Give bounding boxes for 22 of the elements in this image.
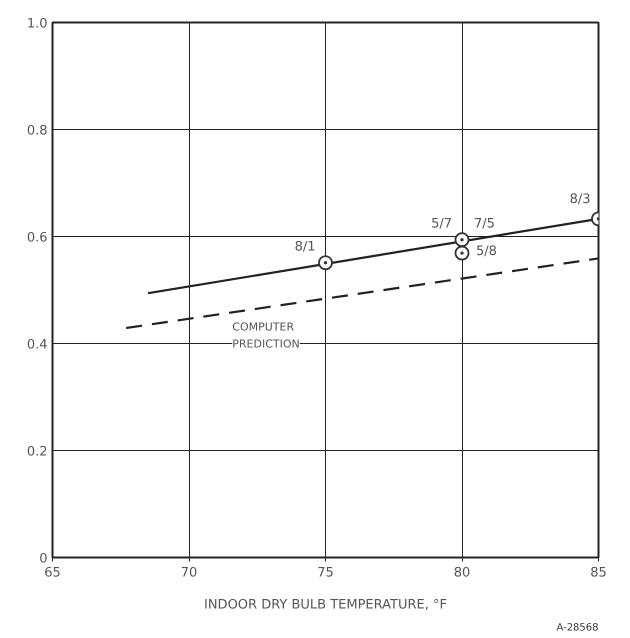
annotation: 5/7 bbox=[431, 216, 452, 232]
x-tick-label: 80 bbox=[454, 566, 470, 580]
annotation: 8/3 bbox=[570, 192, 590, 207]
annotation: 5/8 bbox=[476, 244, 497, 260]
x-tick-label: 85 bbox=[590, 566, 607, 580]
annotation: 7/5 bbox=[474, 216, 495, 232]
point bbox=[454, 246, 470, 260]
x-tick-label: 75 bbox=[317, 566, 334, 580]
x-tick-label: 65 bbox=[44, 566, 61, 580]
x-tick-label: 70 bbox=[180, 566, 198, 580]
series-label: COMPUTER PREDICTION bbox=[232, 320, 300, 350]
y-tick-label: 0.8 bbox=[26, 124, 48, 138]
y-tick-label: 0 bbox=[39, 552, 48, 566]
y-tick-label: 0.2 bbox=[26, 444, 48, 460]
point bbox=[454, 232, 470, 248]
y-tick-label: 1.0 bbox=[26, 16, 48, 32]
y-tick-label: 0.6 bbox=[26, 230, 48, 246]
point bbox=[318, 255, 333, 270]
annotation: 8/1 bbox=[294, 240, 316, 255]
text: A-28568 bbox=[556, 622, 599, 634]
y-tick-label: 0.4 bbox=[26, 338, 48, 352]
x-axis-title: INDOOR DRY BULB TEMPERATURE, °F bbox=[204, 598, 447, 612]
